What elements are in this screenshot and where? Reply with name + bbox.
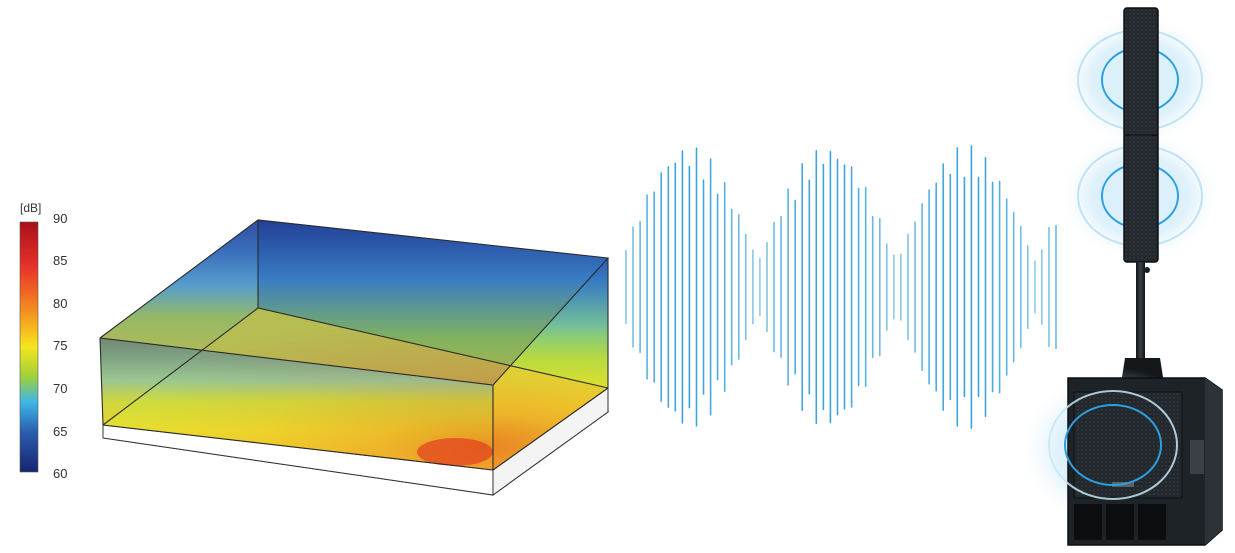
box-right-wall [493, 258, 608, 470]
subwoofer-port-left [1074, 504, 1102, 540]
box-top-face [100, 220, 608, 385]
column-array [1123, 7, 1159, 263]
column-speaker-system [1017, 7, 1223, 546]
colorbar-tick-85: 85 [53, 253, 67, 268]
speaker-pole [1136, 262, 1145, 360]
colorbar-tick-80: 80 [53, 296, 67, 311]
colorbar-unit: [dB] [20, 201, 41, 215]
box-front-wall [100, 338, 493, 470]
pole-knob [1144, 267, 1150, 273]
colorbar-legend: [dB] 90 85 80 75 70 65 60 [19, 201, 67, 481]
colorbar-ticks: 90 85 80 75 70 65 60 [53, 211, 67, 481]
box-back-wall [258, 220, 608, 388]
colorbar-gradient [19, 221, 39, 473]
colorbar-tick-65: 65 [53, 424, 67, 439]
colorbar-tick-90: 90 [53, 211, 67, 226]
subwoofer [1067, 377, 1223, 546]
subwoofer-port-center [1106, 504, 1134, 540]
soundfield-box [99, 219, 610, 496]
subwoofer-port-right [1138, 504, 1166, 540]
colorbar-tick-70: 70 [53, 381, 67, 396]
ring-outer-subwoofer [1048, 390, 1178, 500]
colorbar-tick-60: 60 [53, 466, 67, 481]
subwoofer-handle [1190, 440, 1204, 474]
column-array-sheen [1130, 10, 1152, 260]
box-hotspot [417, 438, 493, 466]
sound-waveform [625, 145, 1057, 429]
box-edges [99, 219, 610, 471]
ring-inner-subwoofer [1064, 404, 1162, 486]
subwoofer-side [1205, 378, 1222, 545]
colorbar-tick-75: 75 [53, 338, 67, 353]
